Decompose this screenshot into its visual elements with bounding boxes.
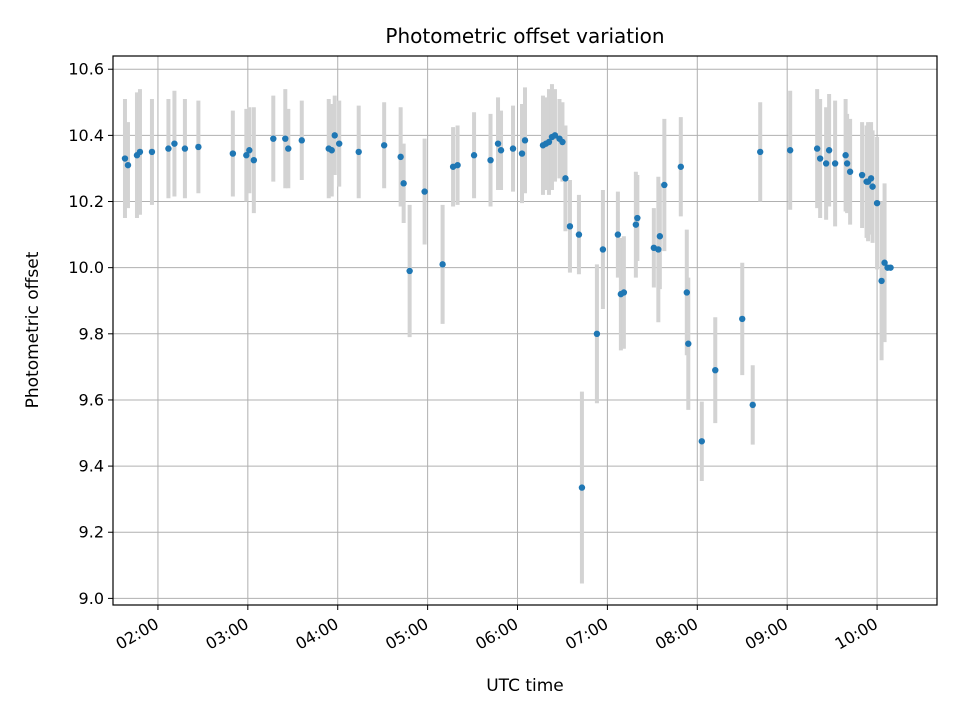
data-points [121, 132, 894, 491]
data-point [632, 221, 640, 228]
data-point [246, 147, 253, 154]
data-point [148, 148, 156, 156]
data-point [831, 160, 839, 167]
data-point [749, 401, 756, 409]
plot-frame [112, 55, 938, 606]
data-point [298, 137, 305, 144]
data-point [195, 143, 202, 151]
data-point [336, 140, 343, 147]
data-point [355, 148, 362, 156]
data-point [869, 183, 876, 190]
y-tick-label: 9.0 [79, 589, 104, 608]
data-point [454, 161, 461, 169]
data-point [578, 484, 586, 491]
data-point [509, 145, 517, 152]
y-tick-label: 9.8 [79, 324, 104, 343]
y-tick-label: 10.0 [68, 258, 104, 277]
data-point [397, 153, 404, 161]
data-point [712, 366, 719, 374]
data-point [698, 438, 705, 445]
x-axis-label: UTC time [486, 676, 564, 696]
data-point [575, 231, 583, 238]
chart-title: Photometric offset variation [385, 24, 664, 48]
data-point [757, 148, 764, 156]
data-point [229, 150, 237, 157]
data-point [328, 147, 335, 154]
data-point [620, 289, 628, 296]
data-point [655, 246, 662, 253]
data-point [521, 137, 529, 144]
data-point [545, 138, 553, 146]
data-point [739, 315, 746, 323]
data-point [825, 147, 833, 154]
data-point [786, 147, 794, 154]
data-point [881, 259, 888, 266]
data-point [406, 267, 413, 275]
data-point [873, 199, 881, 207]
y-tick-label: 10.4 [68, 126, 104, 145]
data-point [165, 145, 172, 152]
data-point [559, 138, 566, 146]
y-tick-label: 10.6 [68, 60, 104, 79]
data-point [661, 181, 668, 189]
data-point [843, 160, 851, 167]
data-point [878, 277, 885, 285]
data-point [685, 340, 692, 347]
data-point [562, 175, 569, 182]
data-point [518, 150, 526, 157]
data-point [331, 132, 338, 139]
data-point [439, 261, 446, 268]
y-tick-label: 9.6 [79, 390, 104, 409]
data-point [846, 168, 854, 175]
data-point [181, 145, 189, 152]
data-point [842, 152, 849, 159]
data-point [656, 233, 664, 240]
data-point [171, 140, 178, 147]
data-point [566, 223, 574, 230]
data-point [400, 180, 407, 187]
data-point [136, 148, 144, 156]
data-point [121, 155, 129, 162]
data-point [677, 163, 685, 170]
data-point [551, 132, 559, 139]
data-point [634, 214, 641, 222]
data-point [867, 175, 875, 182]
data-point [285, 145, 292, 152]
data-point [124, 161, 132, 169]
data-point [497, 147, 505, 154]
y-axis-label: Photometric offset [23, 251, 43, 408]
data-point [599, 246, 607, 253]
data-point [813, 145, 821, 152]
y-tick-label: 10.2 [68, 192, 104, 211]
data-point [250, 156, 258, 164]
y-tick-label: 9.4 [79, 457, 104, 476]
data-point [822, 160, 830, 167]
data-point [470, 152, 478, 159]
data-point [858, 171, 866, 179]
data-point [816, 155, 824, 162]
y-ticks: 9.0 9.2 9.4 9.6 9.8 10.0 10.2 10.4 10.6 [68, 60, 113, 608]
data-point [380, 142, 388, 149]
data-point [887, 264, 894, 271]
data-point [593, 330, 601, 338]
data-point [614, 231, 622, 238]
data-point [494, 140, 502, 147]
data-point [421, 188, 428, 195]
data-point [243, 152, 250, 159]
data-point [270, 135, 277, 142]
data-point [683, 289, 691, 296]
y-tick-label: 9.2 [79, 523, 104, 542]
data-point [487, 156, 494, 164]
data-point [282, 135, 289, 142]
